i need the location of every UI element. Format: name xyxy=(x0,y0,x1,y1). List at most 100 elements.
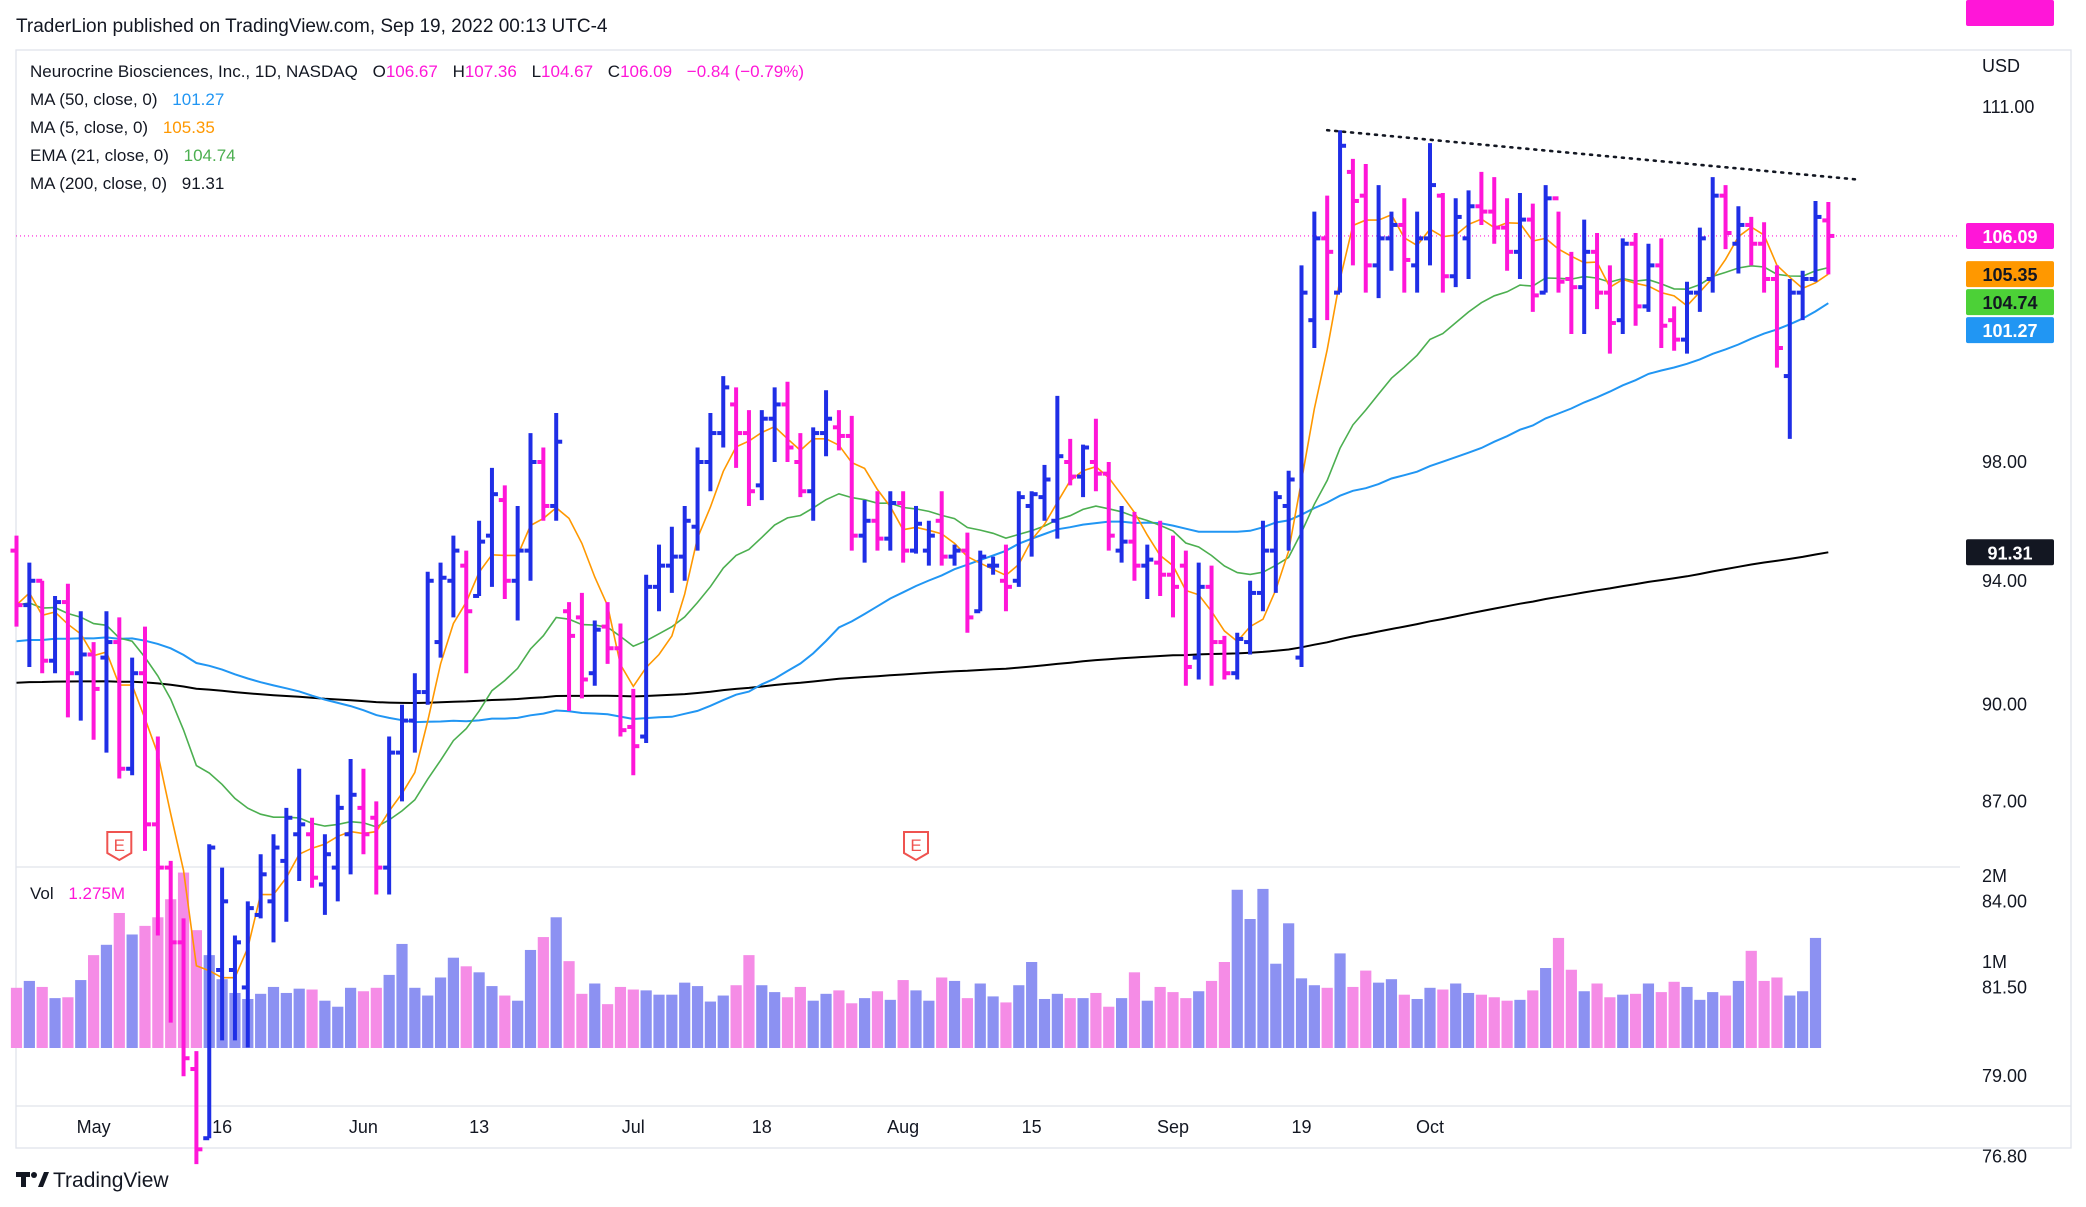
legend-low-value: 104.67 xyxy=(541,62,593,81)
legend-ema21-label: EMA (21, close, 0) xyxy=(30,146,169,165)
ohlc-bar-37 xyxy=(485,467,498,587)
ohlc-bar-121 xyxy=(1565,251,1578,335)
volume-bar-88 xyxy=(1141,1000,1153,1048)
volume-bar-93 xyxy=(1205,980,1218,1048)
ohlc-bar-129 xyxy=(1668,306,1681,351)
volume-bar-46 xyxy=(602,1004,614,1048)
price-axis[interactable]: 116.00111.0098.0094.0090.0087.0084.0081.… xyxy=(1982,0,2036,1167)
ohlc-bar-74 xyxy=(961,532,974,633)
legend-ma50-label: MA (50, close, 0) xyxy=(30,90,158,109)
volume-bar-60 xyxy=(781,997,794,1048)
legend-ma50-value: 101.27 xyxy=(172,90,224,109)
ohlc-bar-5 xyxy=(74,611,87,721)
volume-bar-7 xyxy=(100,944,113,1048)
ohlc-bar-1 xyxy=(23,562,36,667)
y-tick-8: 79.00 xyxy=(1982,1066,2027,1086)
ohlc-bar-38 xyxy=(498,485,511,600)
ohlc-bar-54 xyxy=(704,412,717,492)
volume-bar-84 xyxy=(1090,992,1102,1048)
ohlc-bar-26 xyxy=(344,759,357,875)
time-axis[interactable]: May 16 Jun 13 Jul 18 Aug 15 Sep 19 Oct xyxy=(77,1117,1444,1137)
volume-bar-8 xyxy=(113,912,125,1048)
volume-bar-35 xyxy=(460,966,472,1048)
volume-bar-65 xyxy=(846,1003,858,1048)
ohlc-bar-69 xyxy=(897,491,910,563)
ohlc-bar-17 xyxy=(228,935,241,1041)
volume-bar-126 xyxy=(1630,993,1642,1048)
volume-bar-52 xyxy=(679,982,691,1048)
legend-high-label: H xyxy=(453,62,465,81)
volume-bar-95 xyxy=(1231,889,1243,1048)
ohlc-bars xyxy=(10,130,1835,1165)
ohlc-bar-57 xyxy=(742,410,755,506)
ma200-line xyxy=(16,551,1829,705)
ohlc-bar-13 xyxy=(177,918,190,1077)
ohlc-bar-134 xyxy=(1732,206,1745,274)
volume-bar-70 xyxy=(910,990,922,1048)
ohlc-bar-105 xyxy=(1359,164,1372,293)
volume-bar-27 xyxy=(357,991,370,1048)
legend-close-label: C xyxy=(608,62,620,81)
price-label-last-bg xyxy=(1966,222,2054,249)
volume-bar-87 xyxy=(1128,972,1141,1048)
volume-bar-2 xyxy=(36,986,48,1048)
volume-bar-66 xyxy=(859,998,871,1048)
volume-bar-23 xyxy=(306,989,318,1048)
x-tick-3: 13 xyxy=(469,1117,489,1137)
x-tick-0: May xyxy=(77,1117,111,1137)
volume-bar-62 xyxy=(807,1000,819,1048)
legend-ma5-label: MA (5, close, 0) xyxy=(30,118,148,137)
volume-bar-140 xyxy=(1809,937,1822,1048)
ohlc-bar-101 xyxy=(1308,211,1321,348)
price-label-ma200-bg xyxy=(1966,539,2054,566)
volume-bar-79 xyxy=(1026,962,1038,1048)
ohlc-bar-127 xyxy=(1642,243,1655,312)
volume-bar-69 xyxy=(897,980,909,1048)
ohlc-bar-21 xyxy=(280,807,293,922)
volume-bar-39 xyxy=(512,1000,524,1048)
ohlc-bar-111 xyxy=(1436,193,1449,293)
volume-bar-77 xyxy=(1000,1002,1012,1048)
volume-bar-103 xyxy=(1334,953,1346,1048)
ohlc-bar-42 xyxy=(550,412,563,521)
svg-text:EMA (21, close, 0) 104.7: EMA (21, close, 0) 104.74 xyxy=(30,146,236,165)
trendline xyxy=(1325,128,1862,182)
volume-bar-96 xyxy=(1244,919,1256,1048)
ohlc-bar-33 xyxy=(434,562,447,658)
tradingview-logo[interactable]: TradingView xyxy=(16,1169,169,1192)
volume-bar-59 xyxy=(769,992,781,1048)
volume-bar-44 xyxy=(576,993,588,1048)
y-tick-9: 76.80 xyxy=(1982,1147,2027,1167)
ohlc-bar-81 xyxy=(1051,395,1064,539)
volume-bar-86 xyxy=(1116,998,1128,1048)
volume-bar-118 xyxy=(1527,990,1539,1048)
volume-bar-114 xyxy=(1475,994,1487,1048)
ohlc-bar-14 xyxy=(190,1051,203,1165)
volume-bar-49 xyxy=(640,990,652,1048)
x-tick-9: 19 xyxy=(1291,1117,1311,1137)
ohlc-bar-0 xyxy=(10,535,23,627)
volume-bar-123 xyxy=(1591,983,1603,1048)
volume-bar-98 xyxy=(1270,963,1282,1048)
svg-text:MA (50, close, 0) 101.27: MA (50, close, 0) 101.27 xyxy=(30,90,224,109)
ohlc-bar-44 xyxy=(575,592,588,699)
volume-bar-30 xyxy=(396,943,408,1048)
volume-bar-63 xyxy=(820,993,832,1048)
volume-bar-97 xyxy=(1257,888,1269,1048)
legend-vol-value: 1.275M xyxy=(68,884,125,903)
ohlc-bar-53 xyxy=(691,447,704,551)
volume-bar-33 xyxy=(434,977,447,1048)
earnings-marker-1: E xyxy=(903,831,929,862)
legend-change: −0.84 (−0.79%) xyxy=(687,62,804,81)
volume-bar-90 xyxy=(1167,992,1179,1048)
resistance-trendline xyxy=(1325,128,1862,182)
volume-bar-31 xyxy=(409,987,421,1048)
svg-text:MA (5, close, 0) 105.35: MA (5, close, 0) 105.35 xyxy=(30,118,215,137)
earnings-marker-0-label: E xyxy=(114,836,125,855)
volume-bar-38 xyxy=(499,995,511,1048)
ohlc-bar-113 xyxy=(1462,190,1475,279)
ohlc-bar-7 xyxy=(100,611,113,753)
volume-bar-14 xyxy=(190,930,202,1048)
ohlc-bar-52 xyxy=(678,505,691,581)
